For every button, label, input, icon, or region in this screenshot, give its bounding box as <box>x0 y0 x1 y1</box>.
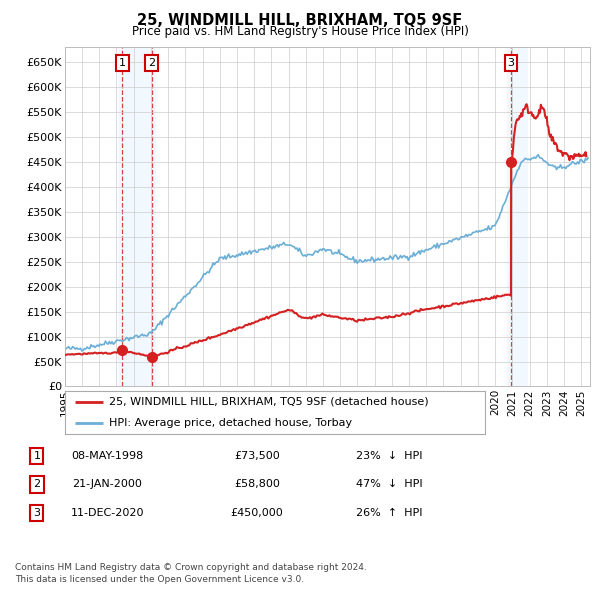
Text: 23%  ↓  HPI: 23% ↓ HPI <box>356 451 422 461</box>
Text: HPI: Average price, detached house, Torbay: HPI: Average price, detached house, Torb… <box>109 418 352 428</box>
Text: 11-DEC-2020: 11-DEC-2020 <box>70 508 144 517</box>
Bar <box>118 47 156 386</box>
Text: £450,000: £450,000 <box>230 508 283 517</box>
Text: £58,800: £58,800 <box>234 480 280 489</box>
Bar <box>507 47 529 386</box>
Text: Price paid vs. HM Land Registry's House Price Index (HPI): Price paid vs. HM Land Registry's House … <box>131 25 469 38</box>
Text: 1: 1 <box>34 451 40 461</box>
Text: 26%  ↑  HPI: 26% ↑ HPI <box>356 508 422 517</box>
Text: 3: 3 <box>508 58 515 68</box>
Text: This data is licensed under the Open Government Licence v3.0.: This data is licensed under the Open Gov… <box>15 575 304 584</box>
Text: Contains HM Land Registry data © Crown copyright and database right 2024.: Contains HM Land Registry data © Crown c… <box>15 563 367 572</box>
Text: 21-JAN-2000: 21-JAN-2000 <box>72 480 142 489</box>
Text: 1: 1 <box>119 58 126 68</box>
Text: 25, WINDMILL HILL, BRIXHAM, TQ5 9SF: 25, WINDMILL HILL, BRIXHAM, TQ5 9SF <box>137 13 463 28</box>
Text: £73,500: £73,500 <box>234 451 280 461</box>
Text: 2: 2 <box>148 58 155 68</box>
Text: 47%  ↓  HPI: 47% ↓ HPI <box>356 480 423 489</box>
Text: 2: 2 <box>34 480 40 489</box>
Text: 08-MAY-1998: 08-MAY-1998 <box>71 451 143 461</box>
Text: 25, WINDMILL HILL, BRIXHAM, TQ5 9SF (detached house): 25, WINDMILL HILL, BRIXHAM, TQ5 9SF (det… <box>109 397 428 407</box>
Text: 3: 3 <box>34 508 40 517</box>
